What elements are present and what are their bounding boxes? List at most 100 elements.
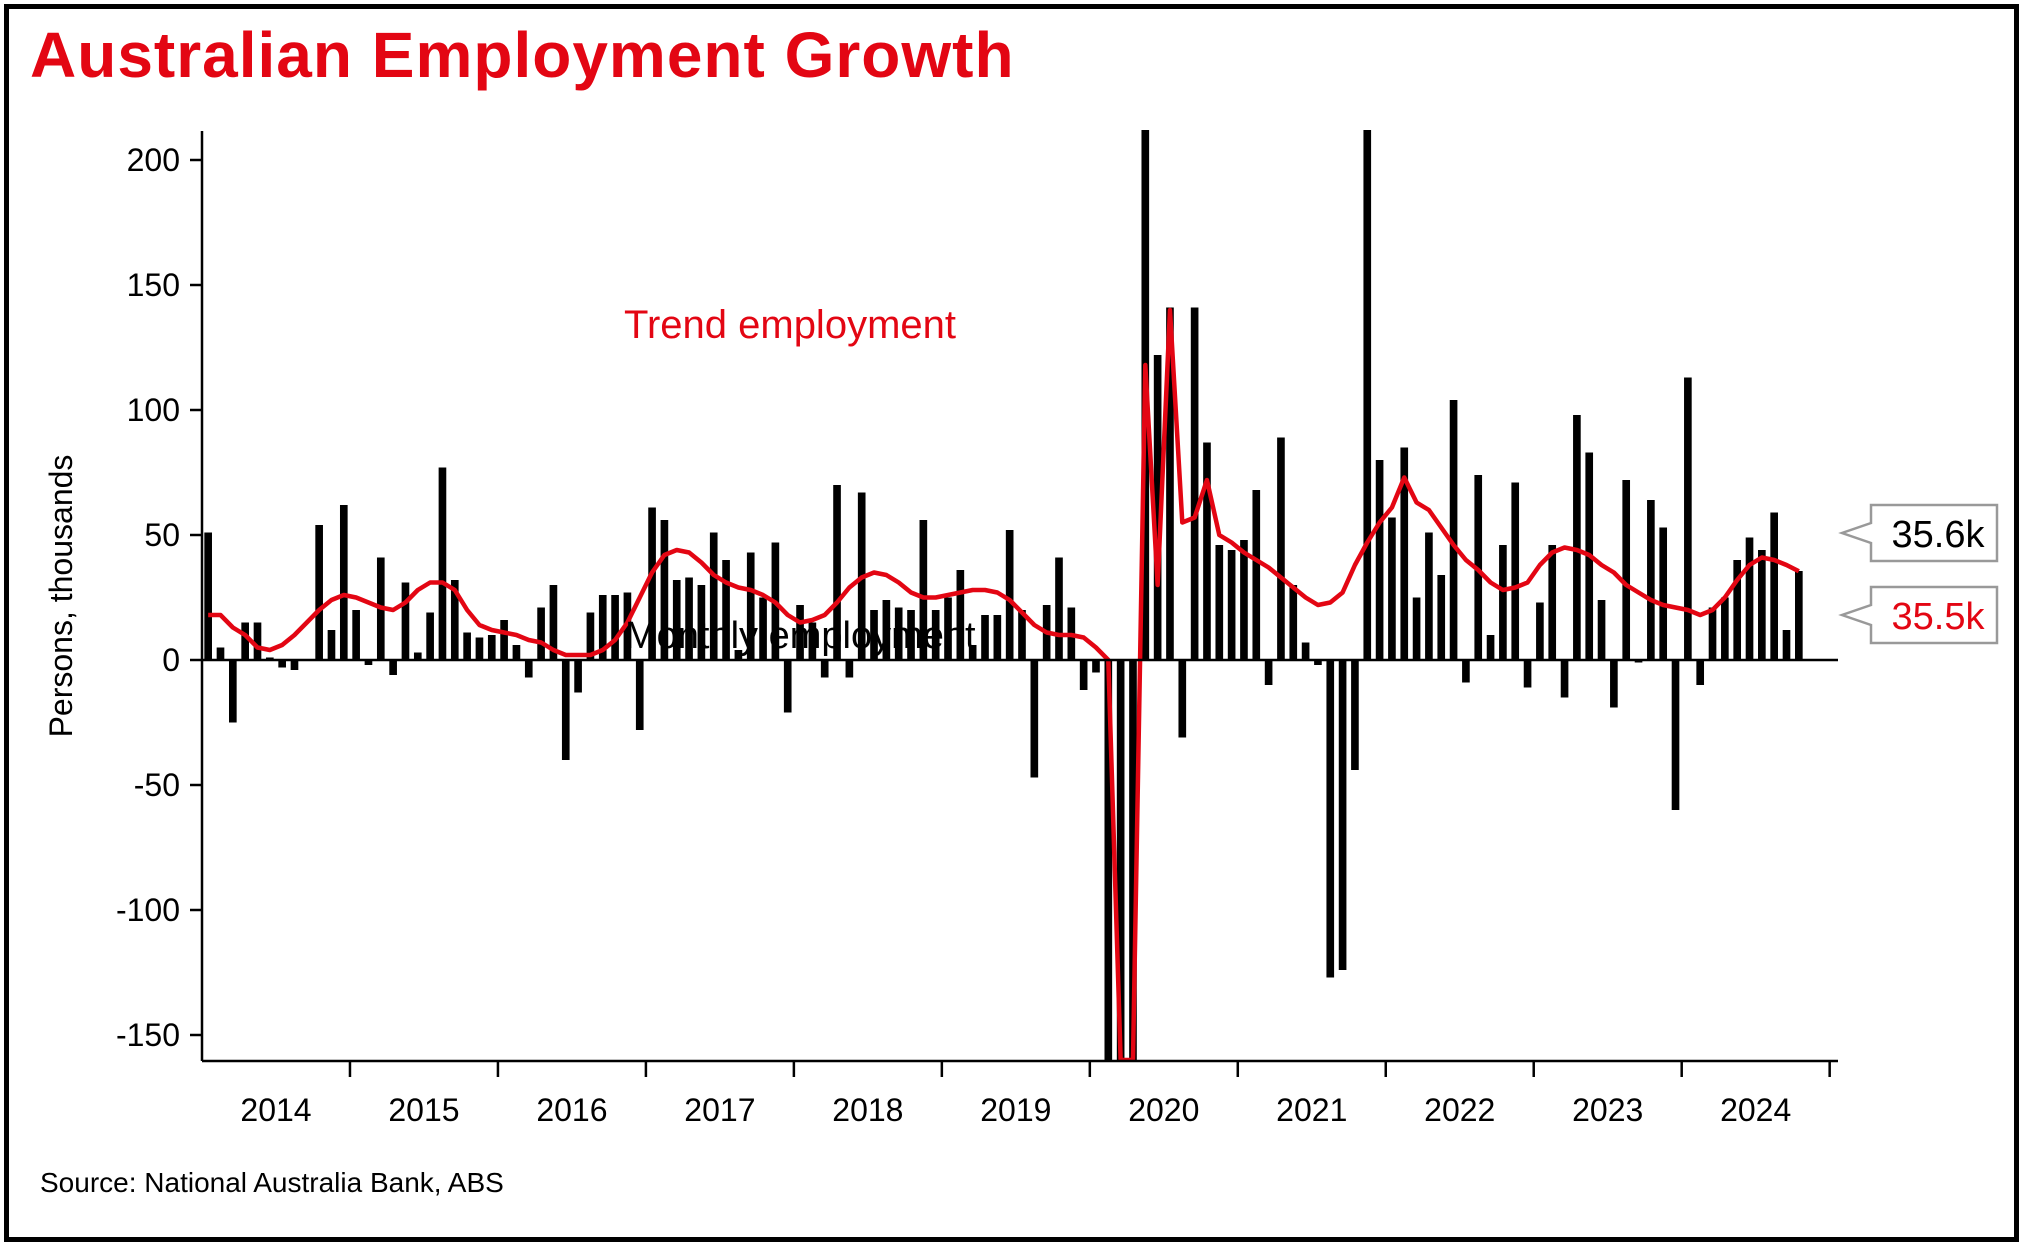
bar-72 bbox=[1092, 660, 1100, 673]
bar-36 bbox=[648, 507, 656, 660]
bar-43 bbox=[734, 650, 743, 660]
bar-10 bbox=[327, 630, 336, 660]
bar-125 bbox=[1745, 537, 1754, 660]
bar-63 bbox=[981, 615, 989, 660]
x-tick-label-2016: 2016 bbox=[536, 1092, 607, 1128]
monthly-end-label: 35.6k bbox=[1892, 514, 1986, 556]
bar-88 bbox=[1289, 585, 1298, 660]
bar-90 bbox=[1314, 660, 1322, 665]
bar-16 bbox=[401, 582, 410, 660]
bar-114 bbox=[1610, 660, 1618, 708]
bar-21 bbox=[463, 632, 471, 660]
bar-56 bbox=[894, 607, 903, 660]
source-note: Source: National Australia Bank, ABS bbox=[40, 1167, 504, 1198]
bar-115 bbox=[1622, 480, 1631, 660]
bar-37 bbox=[660, 520, 669, 660]
bar-129 bbox=[1795, 571, 1803, 660]
bar-25 bbox=[512, 645, 521, 660]
bar-2 bbox=[229, 660, 237, 723]
bar-96 bbox=[1388, 517, 1396, 660]
bar-61 bbox=[956, 570, 965, 660]
monthly-end-box bbox=[1838, 503, 1999, 563]
trend-annotation: Trend employment bbox=[624, 303, 956, 347]
bar-55 bbox=[882, 600, 891, 660]
bar-3 bbox=[241, 622, 249, 660]
bar-33 bbox=[611, 595, 619, 660]
x-tick-label-2014: 2014 bbox=[240, 1092, 311, 1128]
bar-23 bbox=[487, 635, 496, 660]
bar-27 bbox=[537, 607, 545, 660]
bar-28 bbox=[549, 585, 558, 660]
x-tick-label-2017: 2017 bbox=[684, 1092, 755, 1128]
bar-101 bbox=[1449, 400, 1458, 660]
bar-4 bbox=[253, 622, 262, 660]
bar-123 bbox=[1721, 597, 1729, 660]
bar-39 bbox=[685, 577, 693, 660]
bar-35 bbox=[635, 660, 644, 730]
bar-92 bbox=[1338, 660, 1347, 970]
bar-29 bbox=[561, 660, 570, 760]
bar-79 bbox=[1178, 660, 1187, 738]
bar-95 bbox=[1375, 460, 1384, 660]
x-tick-label-2021: 2021 bbox=[1276, 1092, 1347, 1128]
bar-102 bbox=[1462, 660, 1470, 683]
x-tick-label-2024: 2024 bbox=[1720, 1092, 1791, 1128]
bar-107 bbox=[1523, 660, 1532, 688]
bar-67 bbox=[1030, 660, 1039, 778]
bar-0 bbox=[204, 532, 212, 660]
bar-105 bbox=[1499, 545, 1507, 660]
bar-97 bbox=[1400, 447, 1409, 660]
bar-47 bbox=[783, 660, 792, 713]
bar-19 bbox=[438, 467, 447, 660]
trend-line bbox=[208, 307, 1800, 1061]
trend-end-label: 35.5k bbox=[1892, 596, 1986, 638]
bar-58 bbox=[919, 520, 928, 660]
bar-89 bbox=[1301, 642, 1310, 660]
bar-94 bbox=[1363, 130, 1372, 660]
chart-title: Australian Employment Growth bbox=[30, 19, 1015, 91]
bar-75 bbox=[1129, 660, 1137, 1060]
bar-85 bbox=[1252, 490, 1261, 660]
bar-86 bbox=[1264, 660, 1273, 685]
bar-40 bbox=[697, 585, 706, 660]
bar-83 bbox=[1227, 550, 1236, 660]
bar-110 bbox=[1560, 660, 1569, 698]
bar-20 bbox=[450, 580, 459, 660]
bar-93 bbox=[1351, 660, 1359, 770]
bar-78 bbox=[1166, 307, 1174, 660]
bar-50 bbox=[820, 660, 829, 678]
y-tick-label--50: -50 bbox=[134, 767, 180, 803]
bar-13 bbox=[364, 660, 373, 665]
bar-121 bbox=[1696, 660, 1705, 685]
bar-26 bbox=[524, 660, 533, 678]
bar-24 bbox=[500, 620, 508, 660]
bar-38 bbox=[672, 580, 681, 660]
bar-84 bbox=[1240, 540, 1248, 660]
y-tick-label-150: 150 bbox=[127, 267, 180, 303]
x-tick-label-2015: 2015 bbox=[388, 1092, 459, 1128]
y-tick-label-50: 50 bbox=[144, 517, 180, 553]
bar-15 bbox=[389, 660, 397, 675]
bar-17 bbox=[413, 652, 422, 660]
bar-73 bbox=[1104, 660, 1113, 1060]
y-axis-title: Persons, thousands bbox=[43, 455, 79, 738]
bar-62 bbox=[968, 645, 977, 660]
bar-51 bbox=[833, 485, 841, 660]
bar-111 bbox=[1573, 415, 1581, 660]
bar-49 bbox=[808, 622, 817, 660]
bar-74 bbox=[1116, 660, 1125, 1060]
bar-71 bbox=[1079, 660, 1088, 690]
bar-91 bbox=[1326, 660, 1335, 978]
x-tick-label-2022: 2022 bbox=[1424, 1092, 1495, 1128]
bar-57 bbox=[907, 610, 915, 660]
bar-60 bbox=[944, 597, 952, 660]
bar-87 bbox=[1277, 437, 1285, 660]
bar-104 bbox=[1486, 635, 1495, 660]
bar-1 bbox=[216, 647, 225, 660]
bar-128 bbox=[1782, 630, 1791, 660]
bar-99 bbox=[1425, 532, 1433, 660]
bar-48 bbox=[796, 605, 804, 660]
bar-98 bbox=[1412, 597, 1421, 660]
y-tick-label--100: -100 bbox=[116, 892, 180, 928]
